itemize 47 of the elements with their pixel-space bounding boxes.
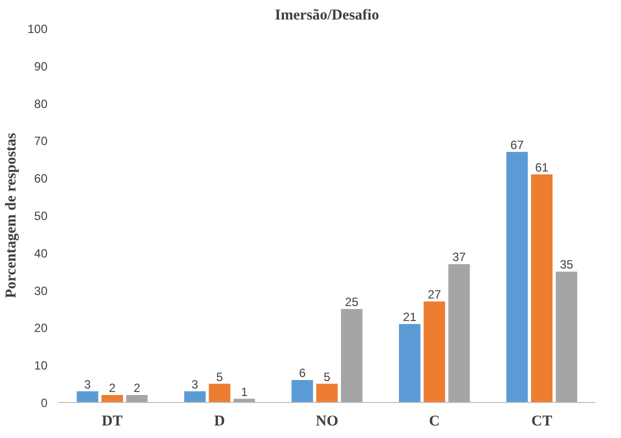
y-tick-label: 30 [34, 284, 48, 298]
data-label: 35 [560, 258, 574, 272]
data-label: 25 [345, 295, 359, 309]
bar [506, 152, 528, 402]
data-label: 67 [510, 138, 524, 152]
y-tick-label: 20 [34, 321, 48, 336]
y-tick-label: 0 [40, 396, 48, 410]
bar [316, 384, 338, 402]
data-label: 5 [216, 370, 224, 384]
y-tick-label: 90 [34, 59, 48, 74]
data-label: 6 [298, 366, 306, 380]
x-tick-label: NO [316, 414, 338, 430]
data-label: 27 [428, 288, 442, 302]
data-label: 21 [403, 310, 417, 324]
bar [101, 395, 123, 402]
bar [398, 324, 420, 402]
y-tick-label: 100 [27, 22, 48, 36]
data-label: 61 [535, 160, 549, 174]
data-label: 2 [108, 381, 116, 396]
bar [292, 380, 314, 402]
data-label: 5 [324, 370, 331, 384]
data-label: 3 [84, 377, 92, 392]
bar [208, 384, 230, 402]
chart-title: Imersão/Desafio [274, 8, 380, 24]
y-axis-title: Porcentagem de respostas [3, 132, 20, 298]
x-tick-label: D [214, 414, 226, 430]
x-tick-label: CT [531, 414, 552, 430]
bar [556, 272, 578, 402]
y-tick-label: 50 [34, 209, 48, 223]
y-tick-label: 10 [34, 358, 48, 373]
data-label: 1 [240, 384, 248, 399]
bar [126, 395, 148, 402]
y-tick-label: 80 [34, 96, 48, 111]
bar [184, 391, 206, 402]
x-tick-label: DT [102, 414, 123, 430]
data-label: 3 [192, 377, 199, 392]
x-tick-label: C [428, 414, 440, 430]
data-label: 37 [452, 250, 466, 264]
bar [448, 264, 470, 402]
y-tick-label: 70 [34, 134, 48, 148]
y-tick-label: 40 [34, 246, 48, 260]
bar [76, 391, 98, 402]
bar [531, 174, 553, 402]
y-tick-label: 60 [34, 172, 48, 186]
bar [340, 309, 362, 402]
data-label: 2 [134, 381, 141, 396]
bar [424, 302, 446, 402]
